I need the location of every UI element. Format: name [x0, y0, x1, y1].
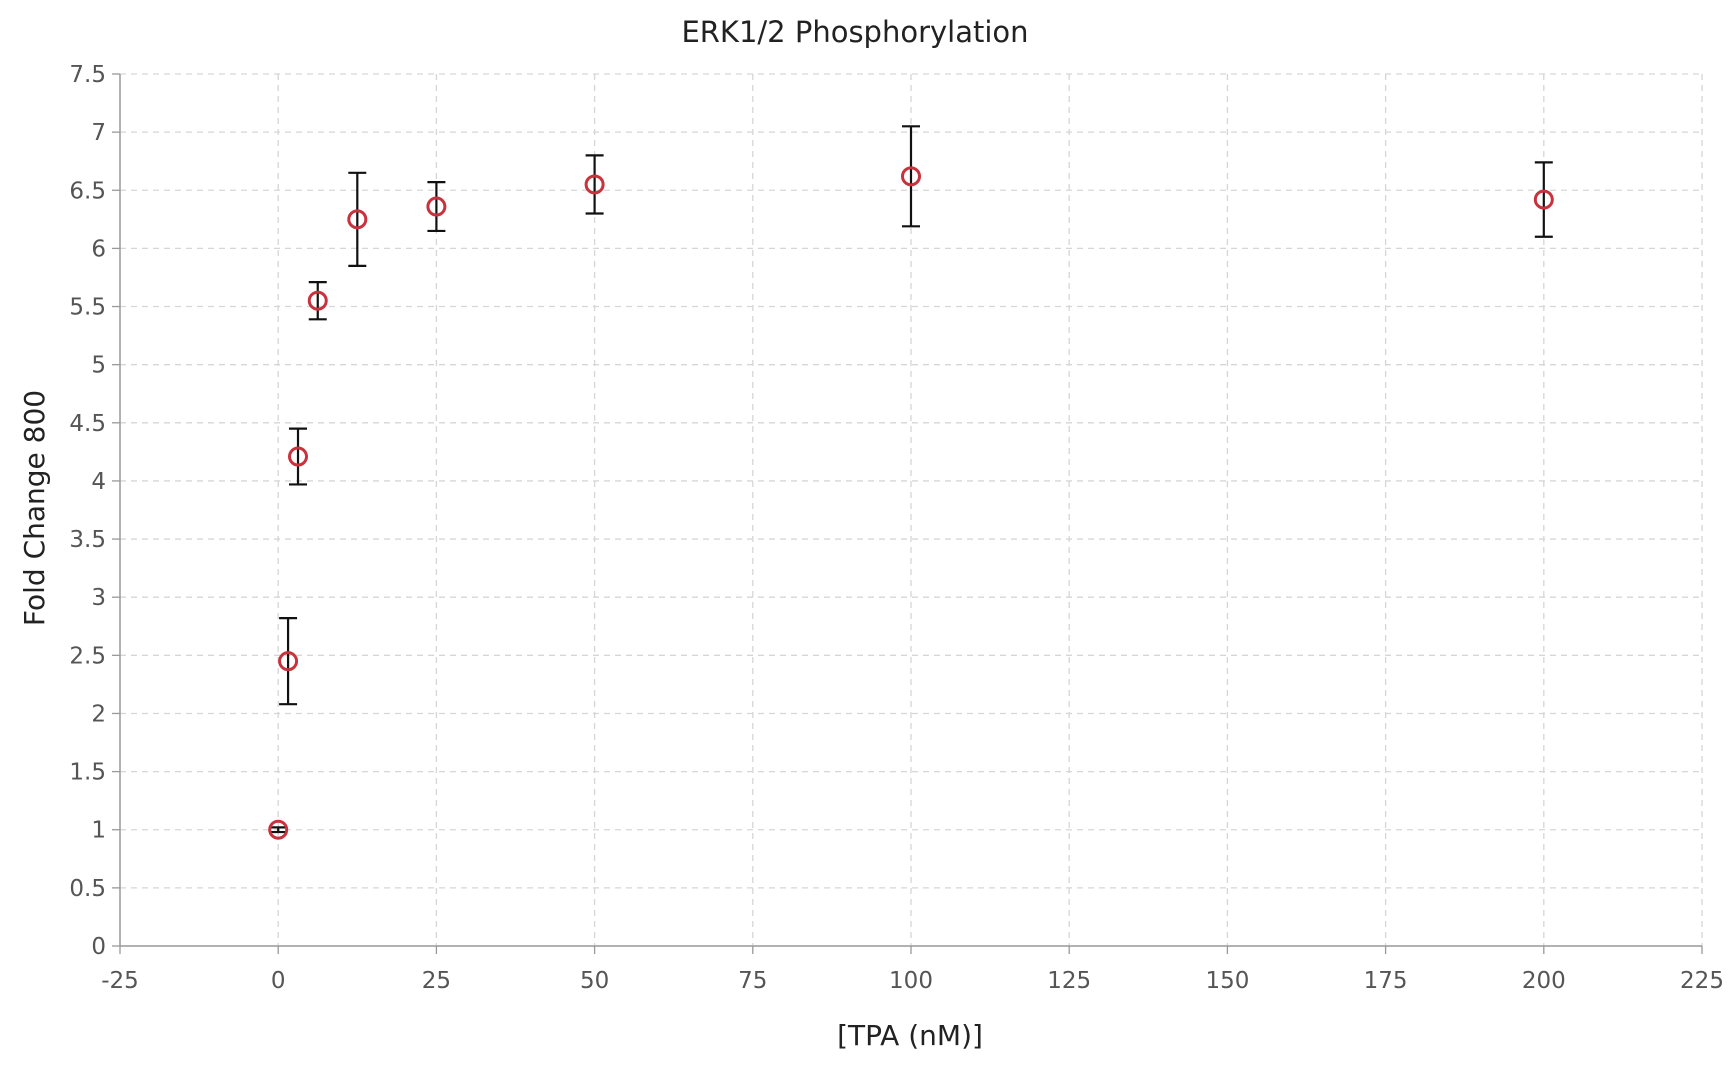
data-point	[268, 819, 289, 840]
data-point	[1533, 189, 1554, 210]
x-tick-label: 225	[1680, 968, 1724, 994]
data-point	[278, 651, 299, 672]
y-tick-label: 7.5	[69, 62, 106, 88]
x-tick-label: 50	[580, 968, 609, 994]
error-bar	[308, 281, 327, 321]
y-tick-label: 4	[91, 469, 106, 495]
error-bar	[279, 617, 298, 706]
data-point	[288, 446, 309, 467]
x-tick-label: 150	[1205, 968, 1249, 994]
error-bar	[427, 181, 446, 233]
data-point	[347, 209, 368, 230]
data-point	[584, 174, 605, 195]
y-tick-label: 5	[91, 353, 106, 379]
error-bar	[902, 125, 920, 228]
y-tick-label: 5.5	[69, 295, 106, 321]
y-tick-label: 3	[91, 585, 106, 611]
error-bar	[585, 154, 604, 215]
x-tick-label: 125	[1047, 968, 1091, 994]
error-bars	[269, 125, 1553, 834]
x-tick-label: 25	[422, 968, 451, 994]
x-tick-label: 75	[738, 968, 767, 994]
x-tick-label: 0	[271, 968, 286, 994]
x-tick-label: 175	[1364, 968, 1408, 994]
error-bar	[289, 427, 308, 486]
y-tick-label: 7	[91, 120, 106, 146]
error-bar	[348, 171, 367, 267]
x-tick-label: -25	[101, 968, 139, 994]
x-tick-label: 100	[889, 968, 933, 994]
data-point	[426, 196, 447, 217]
data-points	[268, 166, 1554, 840]
y-axis-label: Fold Change 800	[18, 390, 51, 626]
tick-labels: -25 0 25 50 75 100 125 150 175 200 22500.511.522.5…	[69, 62, 1724, 994]
y-tick-label: 1.5	[69, 760, 106, 786]
error-bar	[1534, 161, 1553, 238]
y-tick-label: 3.5	[69, 527, 106, 553]
y-tick-label: 4.5	[69, 411, 106, 437]
y-tick-label: 0	[91, 934, 106, 960]
y-tick-label: 6.5	[69, 178, 106, 204]
error-bar	[269, 826, 288, 834]
data-point	[901, 166, 921, 187]
axes	[112, 73, 1703, 954]
y-tick-label: 1	[91, 818, 106, 844]
y-tick-label: 2	[91, 701, 106, 727]
x-tick-label: 200	[1522, 968, 1566, 994]
chart-title: ERK1/2 Phosphorylation	[681, 15, 1028, 49]
y-tick-label: 2.5	[69, 643, 106, 669]
data-point	[307, 290, 328, 311]
y-tick-label: 6	[91, 236, 106, 262]
x-axis-label: [TPA (nM)]	[837, 1019, 983, 1052]
y-tick-label: 0.5	[69, 876, 106, 902]
